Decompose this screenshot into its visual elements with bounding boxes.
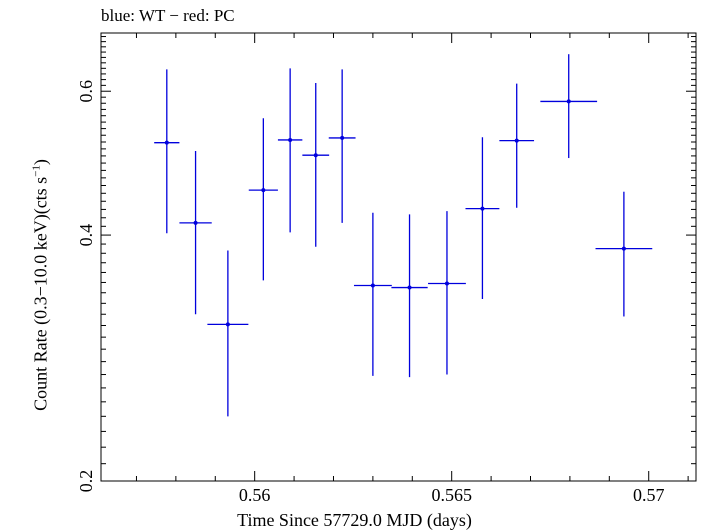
- data-point: [207, 250, 249, 417]
- point-marker: [514, 138, 519, 143]
- point-marker: [407, 285, 412, 290]
- data-point: [540, 54, 598, 159]
- point-marker: [225, 322, 230, 327]
- plot-frame: [100, 32, 697, 482]
- y-axis-label-main: Count Rate (0.3−10.0 keV)(cts s: [30, 176, 51, 411]
- point-marker: [261, 188, 266, 193]
- point-marker: [193, 220, 198, 225]
- point-marker: [480, 206, 485, 211]
- data-point: [248, 118, 278, 281]
- data-point: [428, 211, 466, 375]
- axis-tick-labels: 0.56 0.565 0.57 0.2 0.4 0.6: [76, 80, 664, 505]
- y-axis-label: Count Rate (0.3−10.0 keV)(cts s−1): [31, 159, 52, 411]
- data-point: [595, 191, 653, 317]
- data-point: [353, 212, 392, 376]
- data-point: [328, 69, 356, 223]
- axis-ticks: [101, 33, 696, 482]
- y-axis-label-exponent: −1: [30, 165, 43, 177]
- x-tick-label: 0.56: [239, 485, 271, 505]
- data-points: [154, 54, 653, 417]
- point-marker: [621, 246, 626, 251]
- data-point: [179, 150, 212, 315]
- data-point: [302, 83, 330, 247]
- chart-title: blue: WT − red: PC: [101, 6, 235, 25]
- point-marker: [313, 153, 318, 158]
- x-tick-label: 0.565: [431, 485, 472, 505]
- data-point: [277, 68, 303, 233]
- y-tick-label: 0.4: [76, 224, 96, 247]
- point-marker: [444, 281, 449, 286]
- y-tick-label: 0.6: [76, 80, 96, 103]
- x-tick-label: 0.57: [633, 485, 665, 505]
- data-point: [499, 83, 535, 208]
- y-axis-label-end: ): [30, 159, 51, 166]
- x-axis-label: Time Since 57729.0 MJD (days): [237, 510, 472, 530]
- point-marker: [340, 135, 345, 140]
- point-marker: [288, 137, 293, 142]
- point-marker: [566, 99, 571, 104]
- point-marker: [370, 283, 375, 288]
- data-point: [465, 137, 500, 300]
- point-marker: [164, 140, 169, 145]
- y-tick-label: 0.2: [76, 470, 96, 493]
- data-point: [154, 69, 180, 234]
- data-point: [391, 214, 428, 378]
